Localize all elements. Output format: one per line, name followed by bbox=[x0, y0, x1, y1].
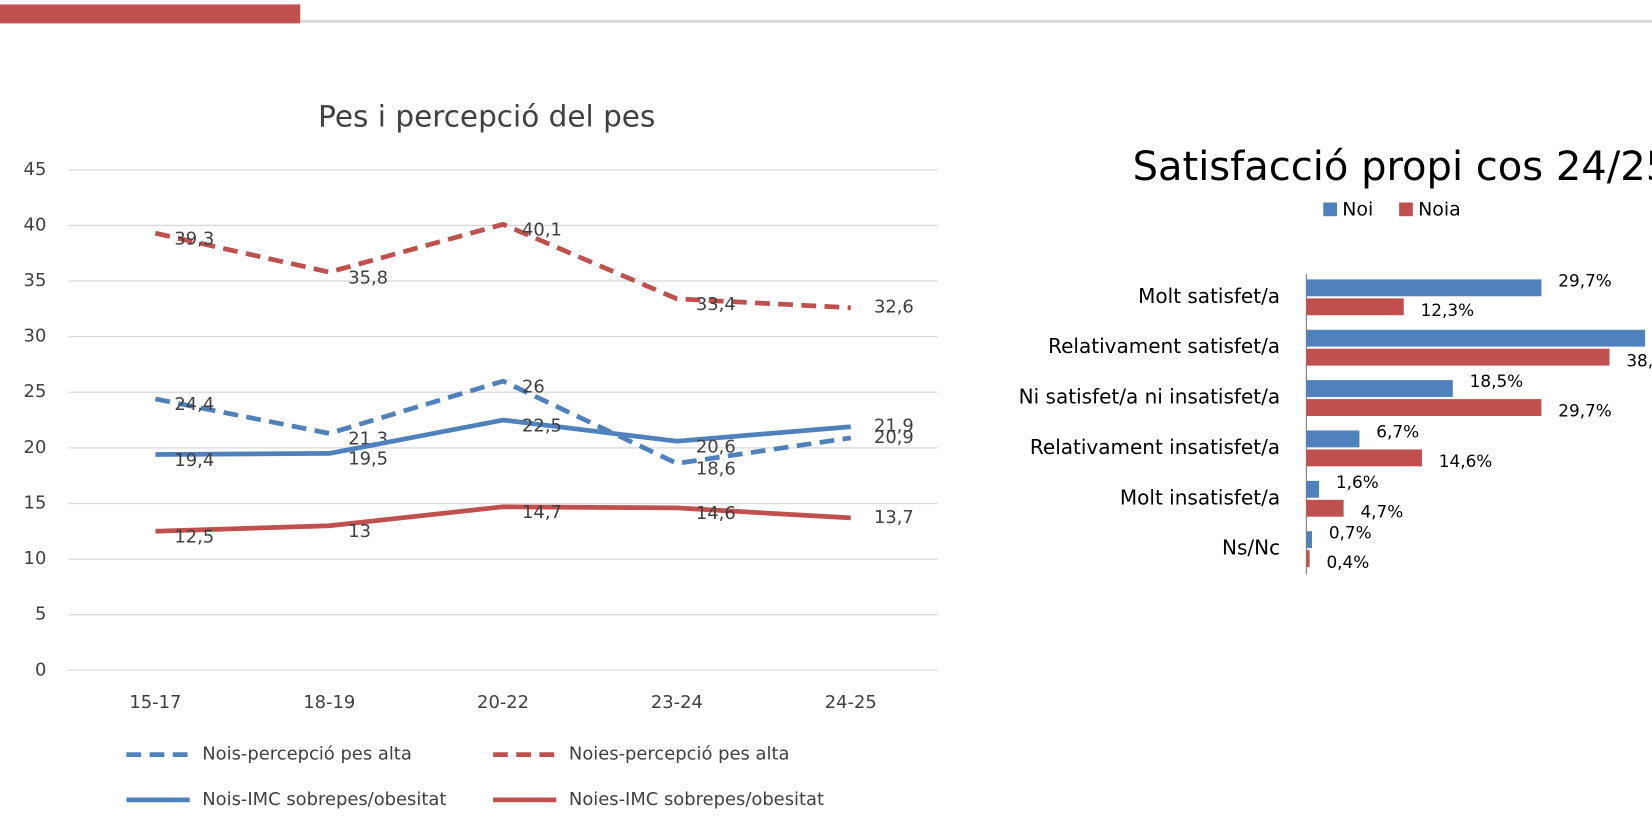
bar bbox=[1306, 430, 1360, 448]
data-label: 0,4% bbox=[1326, 552, 1369, 572]
bar bbox=[1306, 499, 1344, 517]
legend-swatch bbox=[1399, 202, 1413, 217]
data-label: 24,4 bbox=[174, 394, 214, 415]
line-series bbox=[154, 221, 851, 311]
legend-label: Noies-percepció pes alta bbox=[569, 744, 790, 765]
x-tick-label: 20-22 bbox=[477, 692, 529, 713]
bar bbox=[1306, 348, 1610, 366]
bar bbox=[1306, 279, 1542, 297]
data-label: 0,7% bbox=[1329, 522, 1372, 542]
legend-label: Noi bbox=[1342, 198, 1373, 220]
bar bbox=[1306, 329, 1646, 347]
data-label: 20,6 bbox=[696, 437, 736, 458]
data-label: 29,7% bbox=[1558, 271, 1612, 291]
data-label: 13,7 bbox=[874, 507, 914, 528]
data-label: 14,7 bbox=[522, 502, 562, 523]
y-tick-label: 5 bbox=[35, 604, 46, 625]
category-label: Molt satisfet/a bbox=[1138, 284, 1280, 308]
y-tick-label: 10 bbox=[24, 548, 47, 569]
data-label: 18,5% bbox=[1470, 371, 1524, 391]
y-tick-label: 25 bbox=[24, 381, 47, 402]
y-tick-label: 45 bbox=[24, 159, 47, 180]
category-label: Relativament insatisfet/a bbox=[1030, 435, 1280, 459]
data-label: 20,9 bbox=[874, 427, 914, 448]
data-label: 35,8 bbox=[348, 267, 388, 288]
category-label: Ns/Nc bbox=[1222, 536, 1280, 560]
chart-title: Pes i percepció del pes bbox=[318, 100, 655, 134]
y-tick-label: 15 bbox=[24, 492, 47, 513]
y-tick-label: 40 bbox=[24, 214, 47, 235]
chart-title: Satisfacció propi cos 24/25 bbox=[1133, 144, 1652, 190]
data-label: 6,7% bbox=[1376, 422, 1419, 442]
data-label: 14,6% bbox=[1439, 451, 1493, 471]
bar bbox=[1306, 380, 1453, 397]
bar bbox=[1306, 531, 1312, 549]
data-label: 19,4 bbox=[174, 450, 214, 471]
data-label: 13 bbox=[348, 521, 371, 542]
data-label: 14,6 bbox=[696, 503, 736, 524]
x-tick-label: 15-17 bbox=[129, 692, 181, 713]
bar bbox=[1306, 298, 1404, 316]
data-label: 29,7% bbox=[1558, 401, 1612, 421]
data-label: 4,7% bbox=[1360, 501, 1403, 521]
line-series bbox=[155, 504, 851, 534]
bar bbox=[1306, 449, 1422, 467]
data-label: 22,5 bbox=[522, 415, 562, 436]
bar bbox=[1306, 399, 1542, 416]
category-label: Ni satisfet/a ni insatisfet/a bbox=[1019, 385, 1280, 409]
x-tick-label: 18-19 bbox=[303, 692, 355, 713]
legend-swatch bbox=[1323, 202, 1337, 217]
header-accent bbox=[0, 4, 301, 24]
data-label: 12,3% bbox=[1421, 300, 1475, 320]
x-tick-label: 23-24 bbox=[651, 692, 703, 713]
line-series bbox=[155, 417, 851, 457]
y-tick-label: 35 bbox=[24, 270, 47, 291]
legend-label: Noia bbox=[1418, 198, 1461, 220]
data-label: 18,6 bbox=[696, 459, 736, 480]
data-label: 40,1 bbox=[522, 220, 562, 241]
line-series bbox=[154, 378, 852, 466]
legend-label: Nois-IMC sobrepes/obesitat bbox=[202, 789, 446, 810]
data-label: 12,5 bbox=[174, 527, 214, 548]
data-label: 1,6% bbox=[1336, 472, 1379, 492]
y-tick-label: 20 bbox=[24, 437, 47, 458]
data-label: 38,3% bbox=[1626, 350, 1652, 370]
data-label: 21,9 bbox=[874, 416, 914, 437]
data-label: 39,3 bbox=[174, 229, 214, 250]
y-tick-label: 0 bbox=[35, 659, 46, 680]
category-label: Relativament satisfet/a bbox=[1048, 334, 1280, 358]
x-tick-label: 24-25 bbox=[825, 692, 877, 713]
y-tick-label: 30 bbox=[24, 326, 47, 347]
category-label: Molt insatisfet/a bbox=[1120, 485, 1280, 509]
bar bbox=[1306, 480, 1320, 498]
data-label: 33,4 bbox=[696, 294, 736, 315]
bar bbox=[1306, 550, 1310, 568]
legend-label: Noies-IMC sobrepes/obesitat bbox=[569, 789, 824, 810]
legend-label: Nois-percepció pes alta bbox=[202, 744, 412, 765]
data-label: 26 bbox=[522, 376, 545, 397]
data-label: 32,6 bbox=[874, 297, 914, 318]
data-label: 19,5 bbox=[348, 449, 388, 470]
